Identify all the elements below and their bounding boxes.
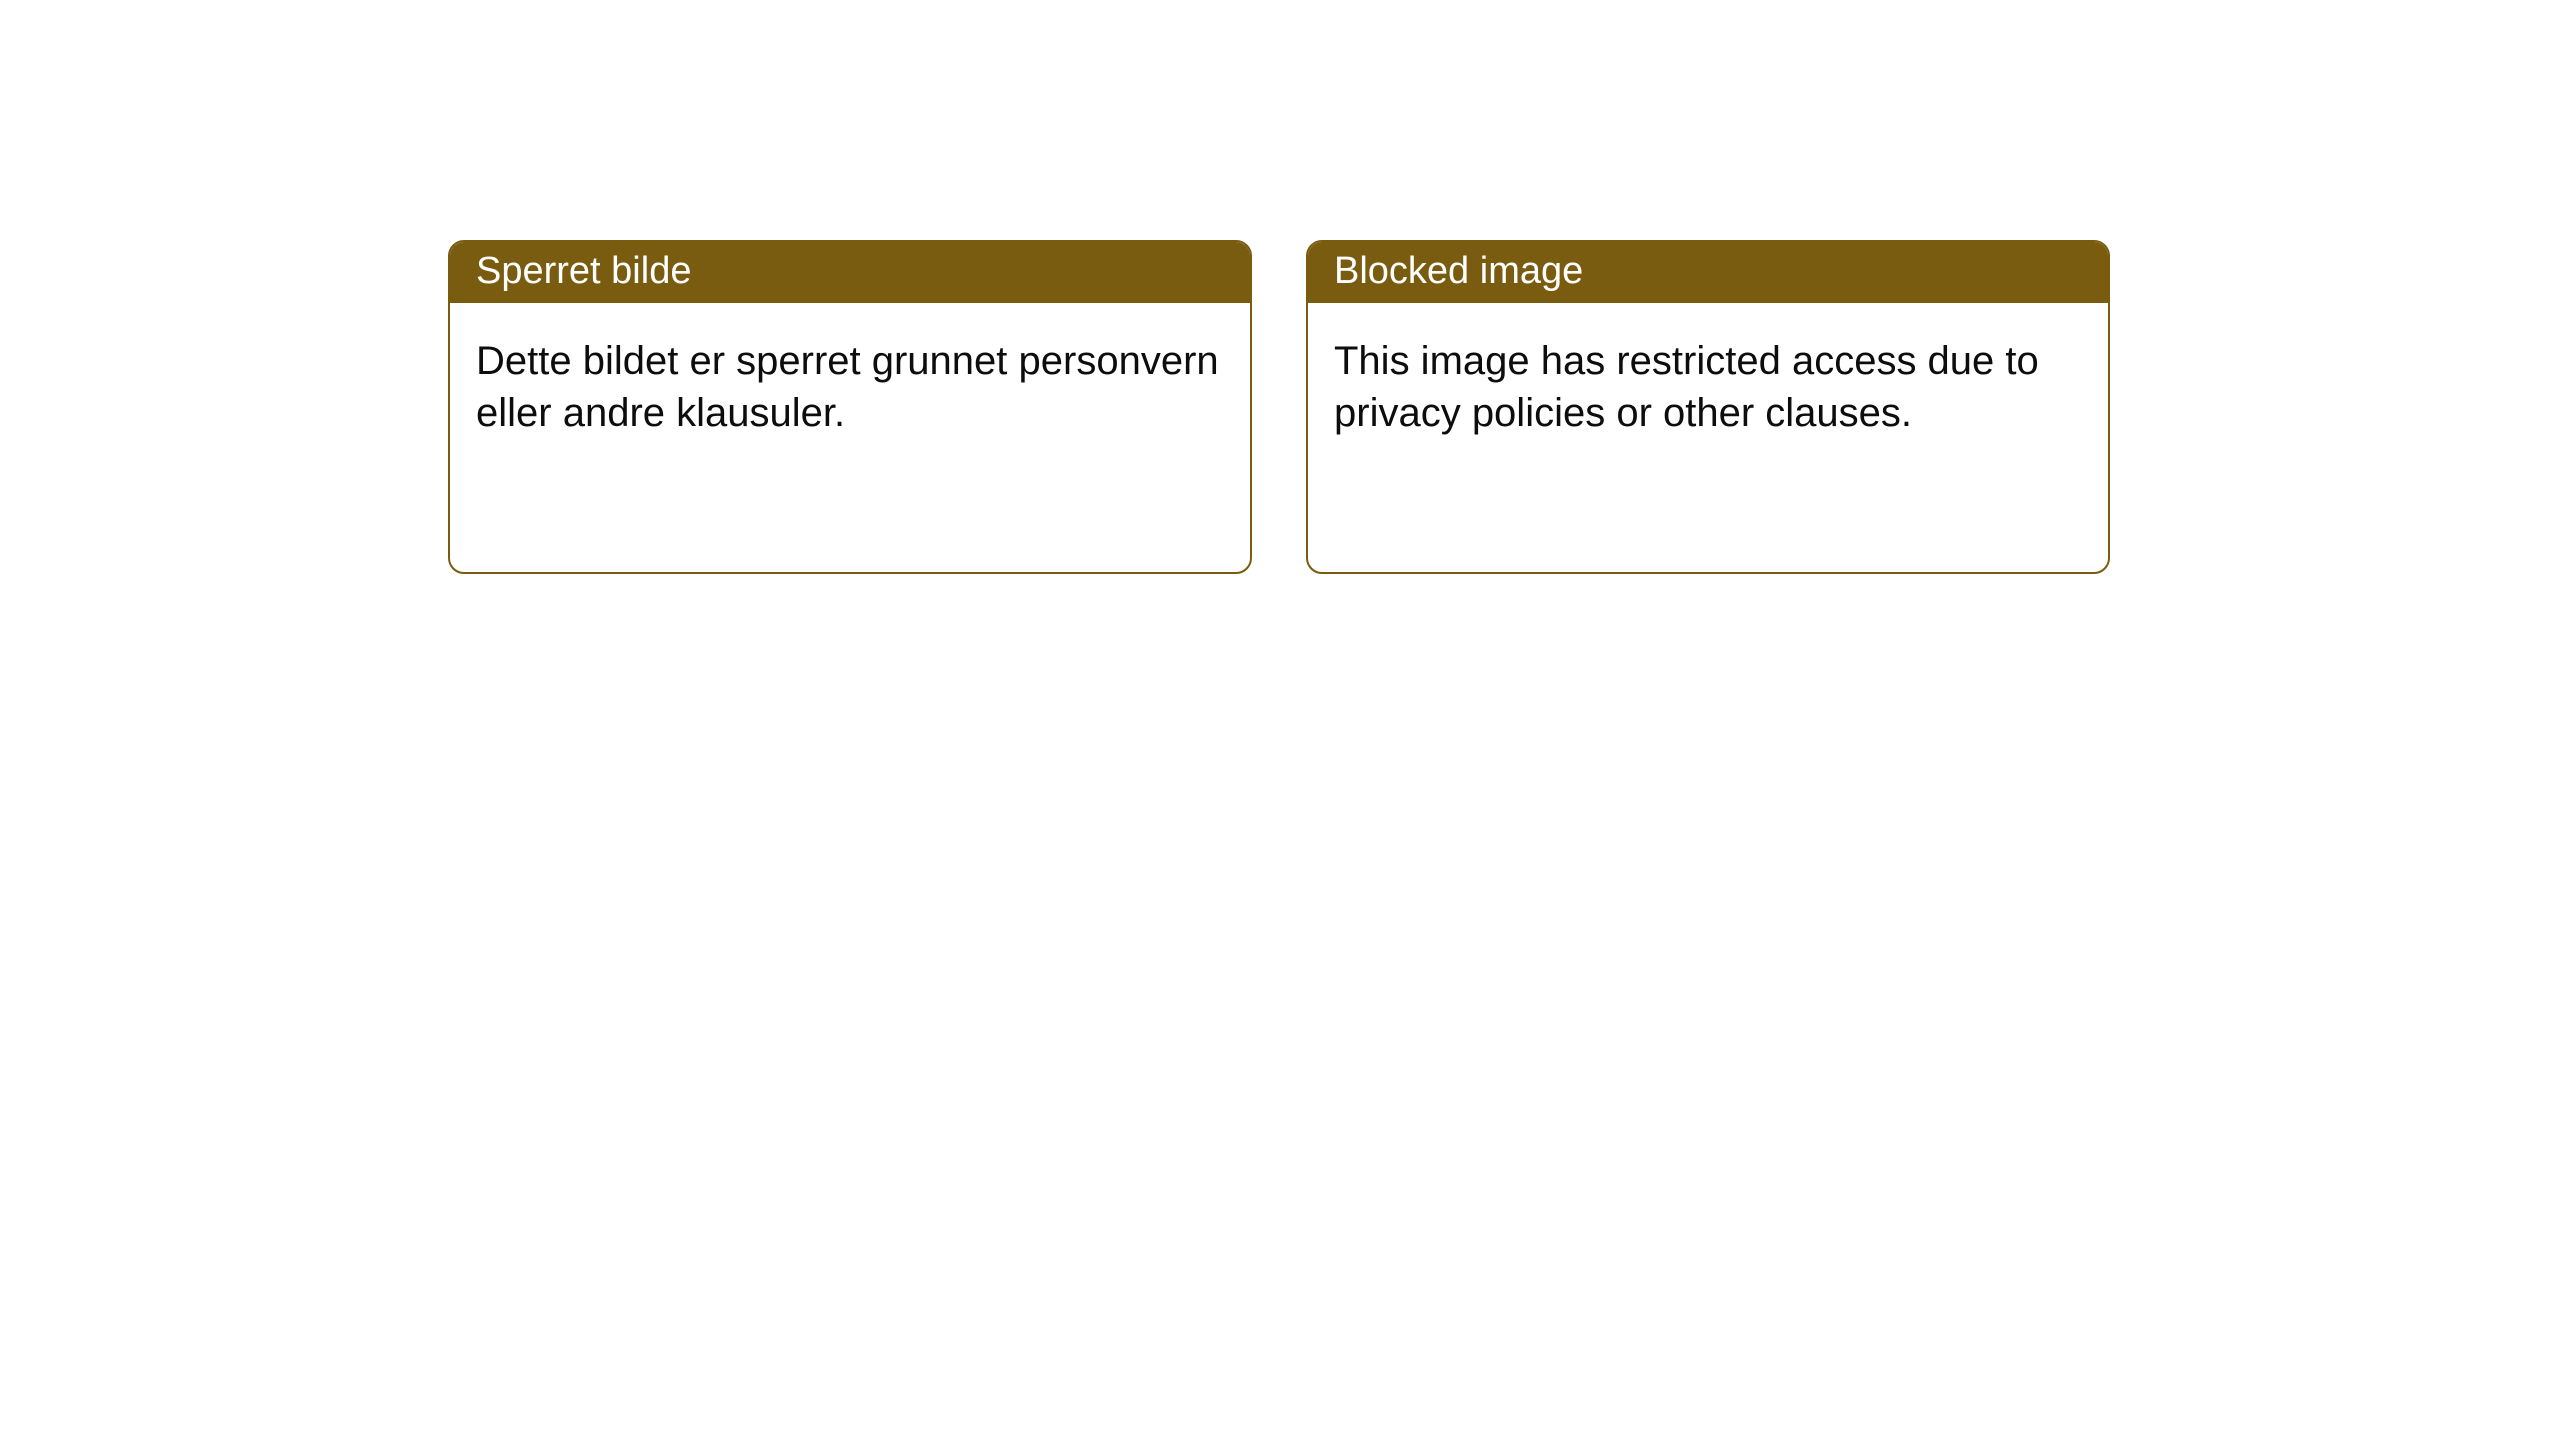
notice-header: Blocked image: [1308, 242, 2108, 303]
notice-card-norwegian: Sperret bilde Dette bildet er sperret gr…: [448, 240, 1252, 574]
notice-card-english: Blocked image This image has restricted …: [1306, 240, 2110, 574]
notice-container: Sperret bilde Dette bildet er sperret gr…: [0, 0, 2560, 574]
notice-body: Dette bildet er sperret grunnet personve…: [450, 303, 1250, 472]
notice-header: Sperret bilde: [450, 242, 1250, 303]
notice-body: This image has restricted access due to …: [1308, 303, 2108, 472]
